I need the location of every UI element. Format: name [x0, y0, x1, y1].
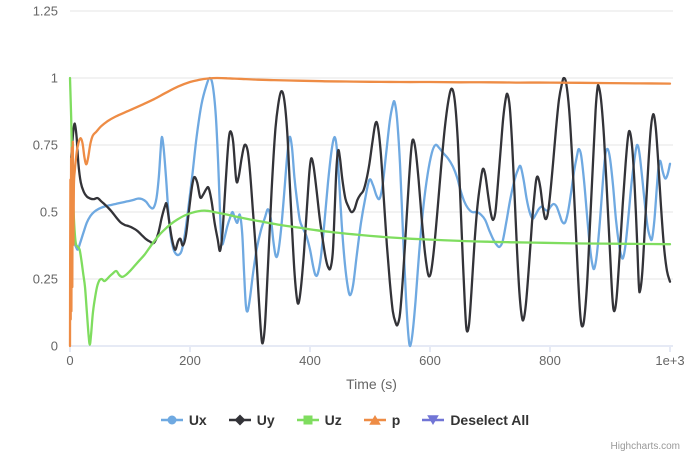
- legend-item-p[interactable]: p: [363, 412, 401, 428]
- legend: Ux Uy Uz p: [0, 407, 690, 433]
- x-axis-label: 1e+3: [655, 353, 684, 368]
- legend-label-uy: Uy: [256, 412, 275, 428]
- y-axis-label: 0: [51, 339, 58, 354]
- legend-label-p: p: [391, 412, 401, 428]
- x-axis-label: 0: [66, 353, 73, 368]
- x-axis-label: 800: [539, 353, 561, 368]
- legend-item-uz[interactable]: Uz: [296, 412, 342, 428]
- legend-label-deselect-all: Deselect All: [450, 412, 530, 428]
- x-axis-label: 400: [299, 353, 321, 368]
- y-axis-label: 0.5: [40, 205, 58, 220]
- deselect-all-triangle-down-marker: [422, 415, 445, 425]
- legend-item-uy[interactable]: Uy: [228, 412, 275, 428]
- line-chart-canvas: 0 0.25 0.5 0.75 1 1.25 0 200 400 600 800 1e+3 Time (…: [33, 4, 685, 393]
- legend-label-ux: Ux: [188, 412, 207, 428]
- y-axis-label: 0.25: [33, 272, 58, 287]
- ux-circle-marker: [160, 415, 183, 425]
- y-axis-label: 1: [51, 71, 58, 86]
- series-line-uy[interactable]: [70, 76, 672, 345]
- x-axis-title: Time (s): [346, 376, 397, 392]
- series-line-p[interactable]: [68, 76, 672, 348]
- y-axis-label: 0.75: [33, 138, 58, 153]
- p-triangle-up-marker: [363, 415, 386, 425]
- x-axis-label: 200: [179, 353, 201, 368]
- uy-diamond-marker: [228, 414, 251, 426]
- highcharts-credit-link[interactable]: Highcharts.com: [610, 441, 680, 452]
- legend-item-ux[interactable]: Ux: [160, 412, 207, 428]
- uz-square-marker: [296, 415, 319, 425]
- legend-item-deselect-all[interactable]: Deselect All: [422, 412, 529, 428]
- x-axis-label: 600: [419, 353, 441, 368]
- legend-label-uz: Uz: [324, 412, 342, 428]
- y-axis-label: 1.25: [33, 4, 58, 19]
- series-line-uz[interactable]: [68, 76, 672, 346]
